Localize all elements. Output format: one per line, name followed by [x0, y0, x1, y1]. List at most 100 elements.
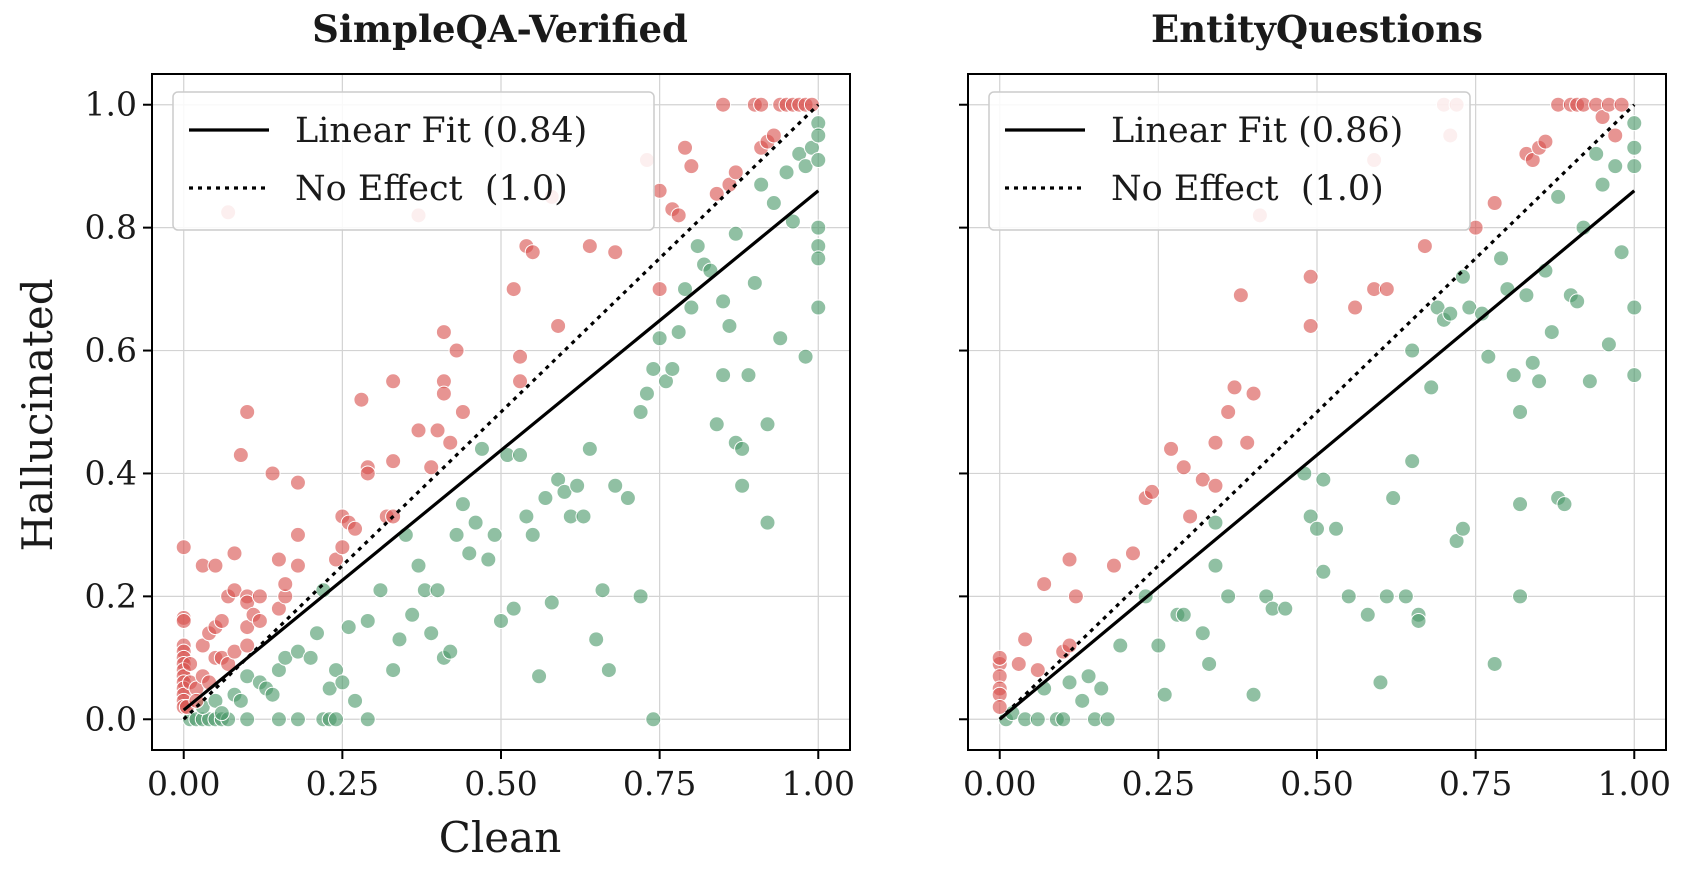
scatter-point-below [734, 440, 751, 457]
scatter-point-above [1010, 655, 1027, 672]
scatter-point-below [1588, 145, 1605, 162]
scatter-point-below [1410, 612, 1427, 629]
scatter-point-below [1480, 348, 1497, 365]
scatter-point-below [1600, 336, 1617, 353]
scatter-point-below [664, 360, 681, 377]
scatter-point-below [334, 674, 351, 691]
scatter-point-below [1309, 520, 1325, 537]
scatter-point-below [391, 631, 408, 648]
scatter-point-below [1607, 158, 1624, 175]
scatter-point-below [740, 367, 757, 384]
legend: Linear Fit (0.84) No Effect (1.0) [172, 91, 655, 231]
scatter-point-below [359, 612, 376, 629]
scatter-point-below [556, 483, 573, 500]
scatter-point-below [467, 514, 484, 531]
scatter-point-below [264, 686, 281, 703]
scatter-point-above [435, 324, 452, 341]
x-tick-label: 0.25 [1122, 764, 1195, 803]
scatter-point-below [289, 643, 306, 660]
scatter-point-above [1182, 508, 1199, 525]
scatter-point-below [1061, 674, 1078, 691]
scatter-point-above [670, 207, 687, 224]
scatter-point-above [226, 582, 243, 599]
scatter-point-above [448, 342, 465, 359]
scatter-point-below [1315, 563, 1332, 580]
scatter-point-above [651, 281, 668, 298]
scatter-point-below [810, 219, 827, 236]
scatter-point-above [607, 244, 624, 261]
scatter-point-below [645, 711, 662, 728]
scatter-point-above [512, 348, 529, 365]
scatter-point-below [328, 711, 345, 728]
scatter-point-above [359, 465, 376, 482]
scatter-point-below [1074, 692, 1091, 709]
scatter-point-below [1626, 158, 1643, 175]
scatter-point-below [607, 477, 624, 494]
scatter-point-above [1207, 477, 1224, 494]
scatter-point-above [727, 164, 744, 181]
legend-box [988, 91, 1471, 231]
x-tick-label: 0.50 [464, 764, 537, 803]
scatter-point-below [410, 557, 427, 574]
scatter-point-above [524, 244, 541, 261]
scatter-point-below [1156, 686, 1173, 703]
scatter-point-below [454, 496, 471, 513]
y-tick-label: 0.0 [85, 699, 137, 738]
y-tick-label: 0.4 [85, 453, 137, 492]
scatter-point-above [347, 520, 364, 537]
scatter-point-below [1524, 354, 1541, 371]
scatter-point-below [1404, 342, 1421, 359]
scatter-point-below [1626, 367, 1643, 384]
scatter-point-below [721, 317, 738, 334]
scatter-point-below [1277, 600, 1294, 617]
panel-entityquestions: EntityQuestions 0.00 0.25 0.50 0.75 1.00 Line… [959, 7, 1671, 803]
scatter-point-below [1505, 367, 1522, 384]
scatter-point-above [753, 96, 770, 113]
scatter-point-above [1239, 434, 1256, 451]
series-above [175, 96, 820, 715]
scatter-point-below [1550, 188, 1567, 205]
scatter-point-above [1061, 551, 1078, 568]
scatter-point-below [372, 582, 389, 599]
scatter-point-below [772, 330, 789, 347]
scatter-point-above [289, 474, 306, 491]
scatter-point-above [226, 643, 243, 660]
scatter-point-above [1036, 576, 1053, 593]
scatter-point-above [239, 637, 256, 654]
scatter-point-below [677, 281, 694, 298]
scatter-point-below [1512, 404, 1529, 420]
scatter-point-below [797, 348, 814, 365]
scatter-point-below [600, 662, 617, 679]
y-tick-label: 0.2 [85, 576, 137, 615]
scatter-point-above [232, 447, 249, 464]
scatter-point-below [1556, 496, 1573, 513]
scatter-point-below [708, 416, 725, 433]
scatter-point-above [175, 539, 192, 556]
scatter-point-below [759, 416, 776, 433]
scatter-point-above [353, 391, 370, 408]
scatter-point-below [1245, 686, 1262, 703]
scatter-point-below [1397, 588, 1414, 605]
scatter-point-above [1347, 299, 1364, 316]
scatter-point-below [429, 582, 446, 599]
scatter-point-above [289, 526, 306, 543]
scatter-point-below [1150, 637, 1167, 654]
x-tick-label: 0.00 [963, 764, 1036, 803]
scatter-point-below [1626, 139, 1643, 156]
linear-fit-line [182, 189, 820, 712]
scatter-point-below [277, 649, 294, 666]
scatter-point-below [1518, 287, 1535, 304]
linear-fit-line [998, 189, 1636, 721]
scatter-point-below [537, 490, 554, 507]
scatter-point-above [991, 649, 1008, 666]
scatter-point-below [385, 662, 402, 679]
x-tick-label: 1.00 [782, 764, 855, 803]
scatter-point-above [683, 158, 700, 175]
scatter-point-above [581, 238, 598, 255]
scatter-point-above [385, 453, 402, 470]
scatter-point-above [512, 373, 529, 390]
scatter-point-below [1543, 324, 1560, 341]
scatter-point-below [581, 440, 598, 457]
x-tick-label: 1.00 [1598, 764, 1671, 803]
